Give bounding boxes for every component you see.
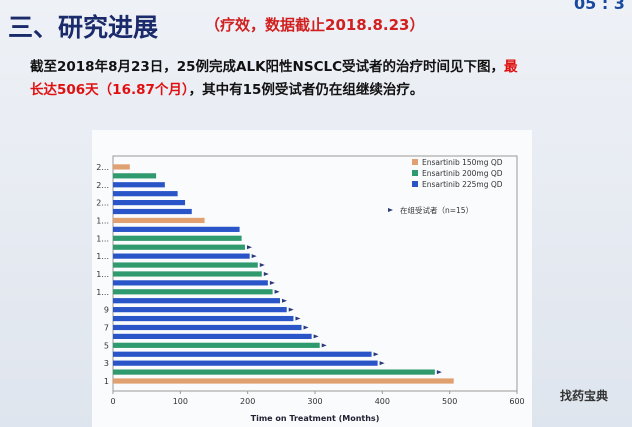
bar (113, 360, 378, 366)
ongoing-arrow (436, 370, 442, 375)
bar (113, 235, 242, 241)
y-tick-label: 1... (96, 252, 109, 261)
y-tick-label: 7 (104, 323, 109, 332)
note: （疗效，数据截止2018.8.23） (205, 16, 425, 34)
bar (113, 164, 130, 170)
legend-arrow (388, 208, 393, 212)
bar (113, 200, 186, 206)
chart-bg (92, 130, 532, 427)
x-tick-label: 600 (509, 397, 524, 406)
bar (113, 289, 273, 295)
title: 三、研究进展 (8, 13, 159, 42)
text: 最 (504, 59, 518, 75)
ongoing-arrow (288, 307, 294, 312)
text: 截至2018年8月23日，25例完成ALK阳性NSCLC受试者的治疗时间见下图， (30, 59, 504, 75)
bar (113, 191, 178, 197)
ongoing-arrow (313, 334, 319, 339)
x-label: Time on Treatment (Months) (251, 414, 380, 423)
bar (113, 333, 312, 339)
legend-label: 在组受试者（n=15） (400, 205, 473, 215)
ongoing-arrow (246, 245, 252, 250)
bar (113, 182, 165, 188)
body-line: 长达506天（16.87个月），其中有15例受试者仍在组继续治疗。 (30, 78, 423, 98)
bar (113, 307, 287, 313)
y-tick-label: 1... (96, 288, 109, 297)
bar (113, 378, 454, 384)
bar (113, 262, 258, 268)
text: ，其中有15例受试者仍在组继续治疗。 (188, 82, 424, 98)
y-tick-label: 3 (104, 359, 109, 368)
bar (113, 342, 320, 348)
y-tick-label: 2... (96, 163, 109, 172)
bar (113, 324, 302, 331)
x-tick-label: 100 (173, 397, 188, 406)
ongoing-arrow (251, 254, 257, 259)
text: 长达506天（16.87个月） (30, 82, 189, 98)
legend-label: Ensartinib 225mg QD (422, 180, 503, 189)
ongoing-arrow (321, 343, 327, 348)
bar (113, 369, 435, 375)
bar (113, 280, 268, 286)
bar (113, 351, 372, 357)
bar (113, 271, 262, 277)
legend-label: Ensartinib 200mg QD (422, 169, 503, 178)
bar (113, 226, 240, 232)
x-tick-label: 400 (375, 397, 390, 406)
ongoing-arrow (259, 263, 265, 268)
legend-swatch (412, 159, 418, 165)
ongoing-arrow (373, 352, 379, 357)
ongoing-arrow (269, 280, 275, 285)
x-tick-label: 200 (240, 397, 255, 406)
ongoing-arrow (281, 298, 287, 303)
y-tick-label: 1 (104, 377, 109, 386)
legend-label: Ensartinib 150mg QD (422, 158, 503, 167)
y-tick-label: 2... (96, 181, 109, 190)
ongoing-arrow (263, 271, 269, 276)
bar (113, 315, 294, 322)
watermark: 找药宝典 (560, 388, 608, 403)
x-tick-label: 500 (442, 397, 457, 406)
legend-swatch (412, 181, 418, 187)
body-line: 截至2018年8月23日，25例完成ALK阳性NSCLC受试者的治疗时间见下图，… (30, 55, 518, 75)
x-tick-label: 300 (307, 397, 322, 406)
y-tick-label: 1... (96, 270, 109, 279)
bar (113, 217, 205, 224)
y-tick-label: 9 (104, 306, 109, 315)
bar (113, 208, 192, 215)
legend-swatch (412, 170, 418, 176)
bar (113, 173, 157, 179)
bar (113, 253, 250, 259)
ongoing-arrow (295, 316, 301, 321)
x-tick-label: 0 (110, 397, 115, 406)
y-tick-label: 2... (96, 199, 109, 208)
clock: 05 : 3 (574, 0, 625, 13)
ongoing-arrow (303, 325, 309, 330)
bar (113, 244, 245, 250)
y-tick-label: 5 (104, 341, 109, 350)
y-tick-label: 1... (96, 234, 109, 243)
bar (113, 298, 280, 304)
ongoing-arrow (274, 289, 280, 294)
y-tick-label: 1... (96, 216, 109, 225)
ongoing-arrow (379, 361, 385, 366)
